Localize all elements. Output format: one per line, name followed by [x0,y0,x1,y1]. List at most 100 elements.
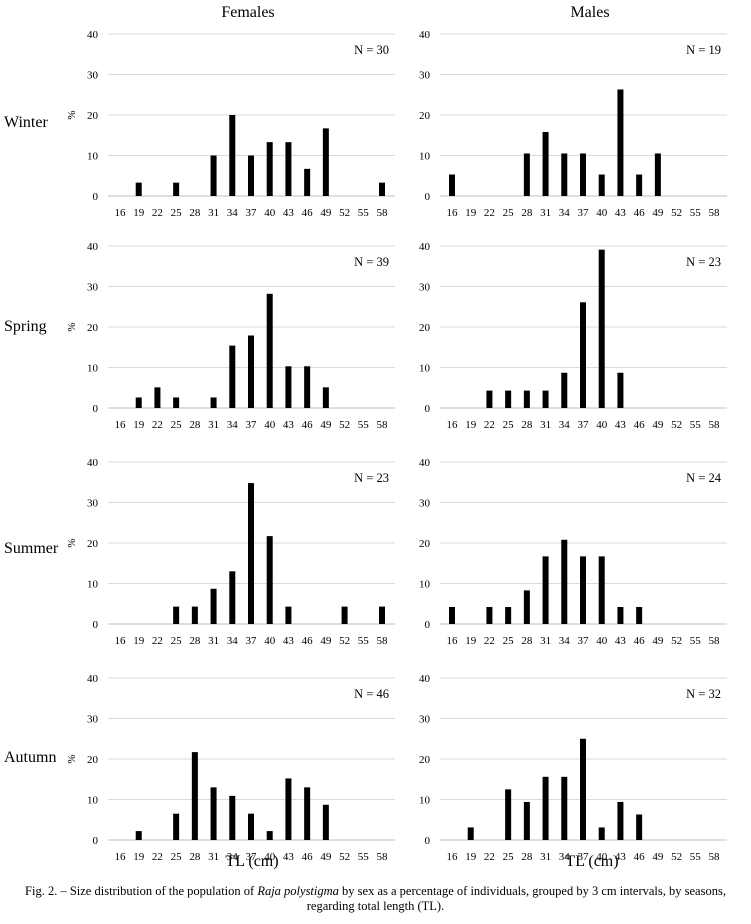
x-tick-label: 40 [596,419,608,431]
chart-summer-males: 0 10 20 30 40 16 19 22 25 28 31 34 37 40 43 46 49 52 55 58 N… [419,457,727,647]
bar-winter-females-43 [285,142,292,196]
x-tick-label: 16 [447,419,459,431]
x-tick-label: 31 [540,851,551,863]
bar-spring-males-40 [598,249,605,408]
x-tick-label: 43 [615,419,627,431]
bar-autumn-males-40 [598,827,605,840]
bar-autumn-males-19 [467,827,474,840]
bar-summer-males-34 [561,539,568,624]
bar-autumn-males-31 [542,776,549,840]
bar-winter-males-46 [636,174,643,196]
y-tick-label: 20 [87,110,99,122]
bar-winter-females-31 [210,155,217,196]
y-tick-label: 0 [93,619,99,631]
x-tick-label: 19 [465,419,477,431]
bar-spring-females-34 [229,345,236,408]
bar-autumn-females-19 [135,831,142,840]
bar-spring-males-22 [486,390,493,408]
y-tick-label: 40 [87,29,99,41]
y-tick-label: 40 [87,457,99,469]
x-tick-label: 46 [634,419,646,431]
x-tick-label: 25 [171,419,183,431]
bar-summer-females-37 [248,483,254,624]
season-label-summer: Summer [4,540,59,557]
bar-spring-females-22 [154,387,161,408]
x-tick-label: 46 [634,635,646,647]
bar-summer-females-28 [191,606,198,624]
x-tick-label: 16 [447,635,459,647]
x-tick-label: 28 [521,851,533,863]
x-tick-label: 22 [484,635,495,647]
bar-winter-females-40 [266,142,273,196]
y-tick-label: 0 [93,835,99,847]
bar-autumn-females-40 [266,831,273,840]
bar-spring-males-25 [505,390,512,408]
bar-winter-females-37 [248,155,254,196]
x-tick-label: 52 [671,635,682,647]
bar-winter-males-43 [617,89,624,196]
x-tick-label: 43 [615,635,627,647]
y-tick-label: 40 [419,673,431,685]
x-tick-label: 49 [652,419,664,431]
x-tick-label: 34 [559,419,571,431]
y-tick-label: 10 [419,151,431,163]
x-tick-label: 52 [339,207,350,219]
x-tick-label: 58 [377,851,389,863]
bar-spring-females-49 [322,387,329,408]
x-tick-label: 49 [652,851,664,863]
bar-spring-females-37 [248,335,254,408]
y-tick-label: 10 [87,579,99,591]
sample-size-label: N = 39 [354,255,389,269]
bar-summer-females-25 [173,606,180,624]
x-tick-label: 37 [246,207,258,219]
bar-autumn-males-37 [580,738,586,840]
bar-autumn-females-34 [229,795,236,840]
x-tick-label: 16 [115,851,127,863]
column-title-females: Females [221,4,275,21]
bar-spring-males-43 [617,372,624,408]
y-axis-label: % [66,110,78,119]
x-tick-label: 40 [596,207,608,219]
x-tick-label: 46 [302,419,314,431]
x-tick-label: 22 [484,851,495,863]
y-tick-label: 30 [87,714,99,726]
y-tick-label: 20 [87,754,99,766]
x-tick-label: 43 [615,851,627,863]
x-tick-label: 46 [634,851,646,863]
x-tick-label: 16 [115,207,127,219]
bar-autumn-males-25 [505,789,512,840]
y-tick-label: 10 [87,151,99,163]
chart-spring-females: 0 10 20 30 40 16 19 22 25 28 31 34 37 40 43 46 49 52 55 58%… [66,241,395,431]
y-tick-label: 0 [425,403,431,415]
x-tick-label: 49 [320,635,332,647]
bar-spring-males-34 [561,372,568,408]
x-tick-label: 55 [690,851,702,863]
x-tick-label: 49 [652,635,664,647]
x-tick-label: 31 [540,635,551,647]
x-tick-label: 28 [189,851,201,863]
x-tick-label: 37 [246,851,258,863]
bar-summer-males-40 [598,556,605,624]
y-tick-label: 10 [87,363,99,375]
x-tick-label: 58 [377,207,389,219]
x-tick-label: 19 [133,851,145,863]
chart-winter-males: 0 10 20 30 40 16 19 22 25 28 31 34 37 40 43 46 49 52 55 58 N… [419,29,727,219]
x-tick-label: 40 [264,207,276,219]
x-tick-label: 28 [189,207,201,219]
bar-winter-males-37 [580,153,586,196]
x-tick-label: 58 [377,419,389,431]
bar-summer-females-52 [341,606,348,624]
caption-text-start: Fig. 2. – Size distribution of the popul… [25,884,258,898]
x-axis-title-females: TL (cm) [225,853,279,870]
bar-spring-females-43 [285,366,292,408]
bar-winter-males-49 [654,153,661,196]
sample-size-label: N = 32 [686,687,721,701]
bar-summer-females-58 [379,606,385,624]
x-tick-label: 37 [246,635,258,647]
bar-autumn-females-49 [322,804,329,840]
x-tick-label: 34 [559,635,571,647]
x-tick-label: 37 [578,851,590,863]
bar-spring-males-37 [580,302,586,408]
x-tick-label: 52 [671,419,682,431]
y-tick-label: 20 [419,110,431,122]
